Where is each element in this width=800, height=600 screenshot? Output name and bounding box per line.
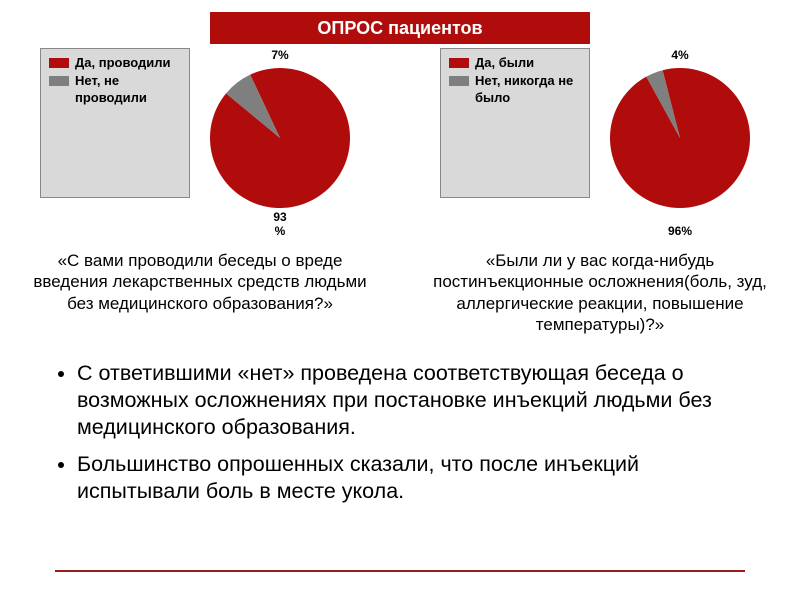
legend-item: Нет, не проводили	[49, 73, 181, 106]
list-item: С ответившими «нет» проведена соответств…	[77, 360, 745, 441]
questions-row: «С вами проводили беседы о вреде введени…	[0, 250, 800, 335]
divider	[55, 570, 745, 573]
left-panel: Да, проводили Нет, не проводили 7% 93 %	[0, 48, 400, 244]
slice-label-minor: 7%	[271, 48, 288, 62]
left-pie: 7% 93 %	[200, 48, 360, 238]
right-pie: 4% 96%	[600, 48, 760, 238]
right-question: «Были ли у вас когда-нибудь постинъекцио…	[400, 250, 800, 335]
swatch-icon	[49, 76, 69, 86]
swatch-icon	[49, 58, 69, 68]
legend-item: Да, были	[449, 55, 581, 71]
slice-label-major: 96%	[668, 224, 692, 238]
right-legend: Да, были Нет, никогда не было	[440, 48, 590, 198]
legend-label: Да, были	[475, 55, 534, 71]
legend-label: Нет, не проводили	[75, 73, 181, 106]
bullet-list: С ответившими «нет» проведена соответств…	[55, 360, 745, 514]
slice-label-major: 93 %	[273, 210, 286, 238]
swatch-icon	[449, 58, 469, 68]
pie-chart-icon	[610, 68, 750, 208]
legend-item: Да, проводили	[49, 55, 181, 71]
left-question: «С вами проводили беседы о вреде введени…	[0, 250, 400, 335]
legend-label: Нет, никогда не было	[475, 73, 581, 106]
swatch-icon	[449, 76, 469, 86]
legend-item: Нет, никогда не было	[449, 73, 581, 106]
charts-row: Да, проводили Нет, не проводили 7% 93 % …	[0, 48, 800, 244]
legend-label: Да, проводили	[75, 55, 171, 71]
slice-label-minor: 4%	[671, 48, 688, 62]
left-legend: Да, проводили Нет, не проводили	[40, 48, 190, 198]
page-title: ОПРОС пациентов	[210, 12, 590, 44]
list-item: Большинство опрошенных сказали, что посл…	[77, 451, 745, 505]
pie-chart-icon	[210, 68, 350, 208]
right-panel: Да, были Нет, никогда не было 4% 96%	[400, 48, 800, 244]
